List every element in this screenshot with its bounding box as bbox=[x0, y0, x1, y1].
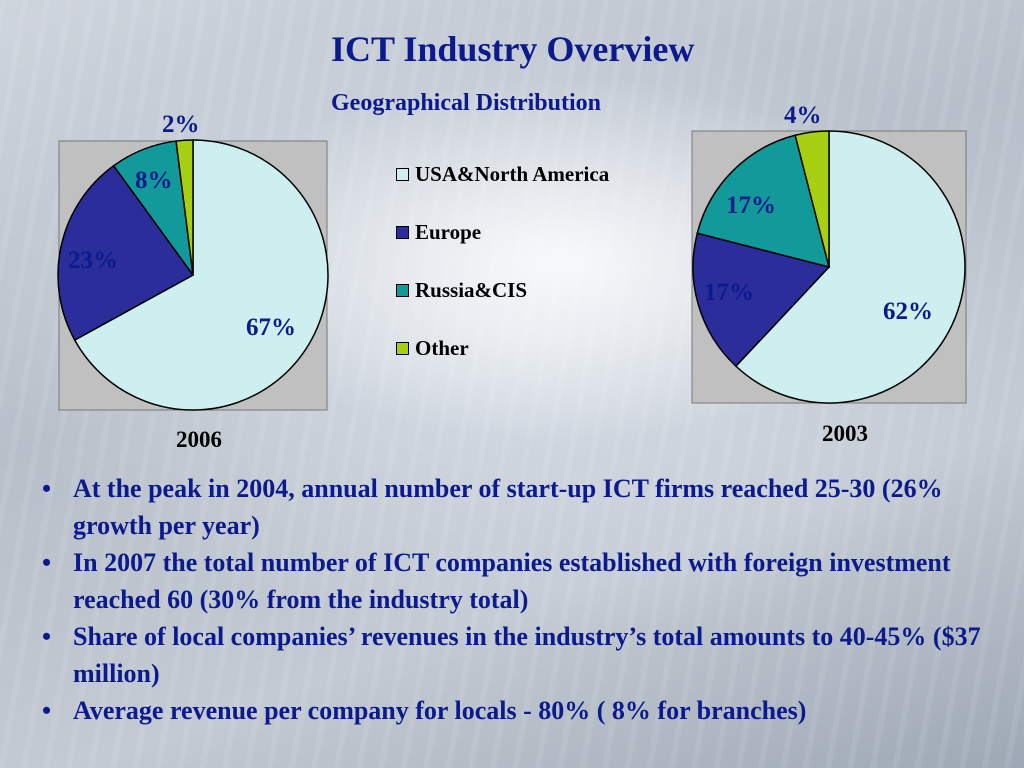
legend-item-europe: Europe bbox=[396, 220, 481, 245]
legend-swatch-europe bbox=[396, 226, 409, 239]
data-label-other-2006: 2% bbox=[162, 111, 200, 138]
pie-chart-2003: 62% 17% 17% 4% bbox=[691, 102, 967, 404]
pie-chart-2006: 67% 23% 8% 2% bbox=[57, 111, 329, 411]
bullet-text: Share of local companies’ revenues in th… bbox=[73, 622, 981, 688]
bullet-dot-icon: • bbox=[42, 548, 52, 577]
data-label-other-2003: 4% bbox=[784, 102, 822, 129]
bullet-item: • In 2007 the total number of ICT compani… bbox=[40, 544, 1000, 618]
data-label-usa-2006: 67% bbox=[246, 314, 296, 341]
legend-swatch-russia bbox=[396, 284, 409, 297]
legend-label-europe: Europe bbox=[415, 220, 482, 244]
chart-year-2006: 2006 bbox=[176, 427, 222, 452]
data-label-europe-2003: 17% bbox=[704, 279, 754, 306]
data-label-russia-2006: 8% bbox=[135, 167, 173, 194]
bullet-text: Average revenue per company for locals -… bbox=[73, 696, 807, 725]
pie-slice-europe-2003 bbox=[692, 232, 831, 368]
bullet-item: • At the peak in 2004, annual number of s… bbox=[40, 470, 1000, 544]
pie-slice-other-2006 bbox=[175, 139, 194, 276]
bullet-dot-icon: • bbox=[42, 474, 52, 503]
legend-swatch-other bbox=[396, 342, 409, 355]
bullet-dot-icon: • bbox=[42, 622, 52, 651]
pie-slice-usa-2003 bbox=[734, 130, 966, 404]
bullet-list: • At the peak in 2004, annual number of s… bbox=[40, 470, 1000, 729]
pie-slice-europe-2006 bbox=[57, 164, 195, 342]
legend-swatch-usa bbox=[396, 168, 409, 181]
bullet-text: In 2007 the total number of ICT companie… bbox=[73, 548, 951, 614]
slide-subtitle: Geographical Distribution bbox=[331, 90, 602, 116]
bullet-text: At the peak in 2004, annual number of st… bbox=[73, 474, 943, 540]
data-label-usa-2003: 62% bbox=[883, 298, 933, 325]
chart-year-2003: 2003 bbox=[822, 421, 868, 446]
data-label-europe-2006: 23% bbox=[68, 247, 118, 274]
legend-item-other: Other bbox=[396, 336, 469, 361]
legend-item-russia: Russia&CIS bbox=[396, 278, 527, 303]
legend-label-other: Other bbox=[415, 336, 469, 360]
data-label-russia-2003: 17% bbox=[726, 192, 776, 219]
pie-slice-russia-2003 bbox=[696, 134, 831, 269]
bullet-item: • Share of local companies’ revenues in t… bbox=[40, 618, 1000, 692]
legend-label-usa: USA&North America bbox=[415, 162, 610, 186]
legend-item-usa: USA&North America bbox=[396, 162, 609, 187]
pie-slice-other-2003 bbox=[794, 130, 830, 268]
bullet-dot-icon: • bbox=[42, 696, 52, 725]
slide-title: ICT Industry Overview bbox=[331, 29, 695, 69]
bullet-item: • Average revenue per company for locals … bbox=[40, 692, 1000, 729]
legend-label-russia: Russia&CIS bbox=[415, 278, 528, 302]
pie-slice-usa-2006 bbox=[73, 139, 329, 411]
